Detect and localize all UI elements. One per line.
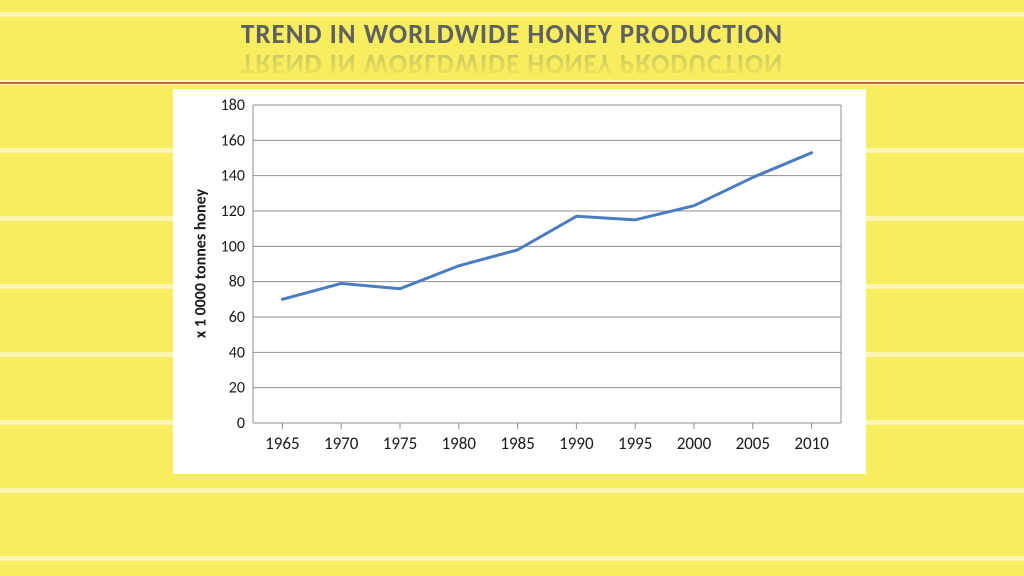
x-tick-label: 2000 [677, 433, 712, 454]
y-tick-label: 40 [229, 343, 245, 362]
y-tick-label: 160 [221, 131, 245, 150]
y-tick-label: 180 [221, 96, 245, 115]
x-tick-label: 1970 [324, 433, 359, 454]
y-tick-label: 100 [221, 237, 245, 256]
x-tick-label: 1995 [618, 433, 652, 454]
chart-y-axis-label: x 1 0000 tonnes honey [192, 105, 211, 423]
title-underline [0, 82, 1024, 84]
slide-title-reflection: TREND IN WORLDWIDE HONEY PRODUCTION [0, 47, 1024, 80]
bg-stripe [0, 556, 1024, 561]
x-tick-label: 2005 [736, 433, 770, 454]
y-tick-label: 20 [229, 379, 245, 398]
slide: TREND IN WORLDWIDE HONEY PRODUCTION TREN… [0, 0, 1024, 576]
y-tick-label: 140 [221, 167, 245, 186]
line-chart: 0 20 40 60 80 100 120 140 160 180 1965 1970 1975 1980… [173, 89, 866, 474]
title-container: TREND IN WORLDWIDE HONEY PRODUCTION TREN… [0, 18, 1024, 80]
x-tick-label: 2010 [794, 433, 829, 454]
bg-stripe [0, 12, 1024, 17]
y-tick-label: 120 [221, 202, 245, 221]
y-tick-label: 80 [229, 273, 245, 292]
x-tick-label: 1985 [500, 433, 534, 454]
x-tick-label: 1975 [383, 433, 417, 454]
y-tick-label: 0 [237, 414, 245, 433]
bg-stripe [0, 488, 1024, 493]
y-tick-label: 60 [229, 308, 245, 327]
chart-panel: x 1 0000 tonnes honey 0 20 40 60 80 100 120 140… [173, 89, 866, 474]
x-tick-label: 1965 [265, 433, 299, 454]
x-tick-label: 1990 [559, 433, 594, 454]
x-tick-label: 1980 [442, 433, 477, 454]
data-line [282, 153, 811, 300]
